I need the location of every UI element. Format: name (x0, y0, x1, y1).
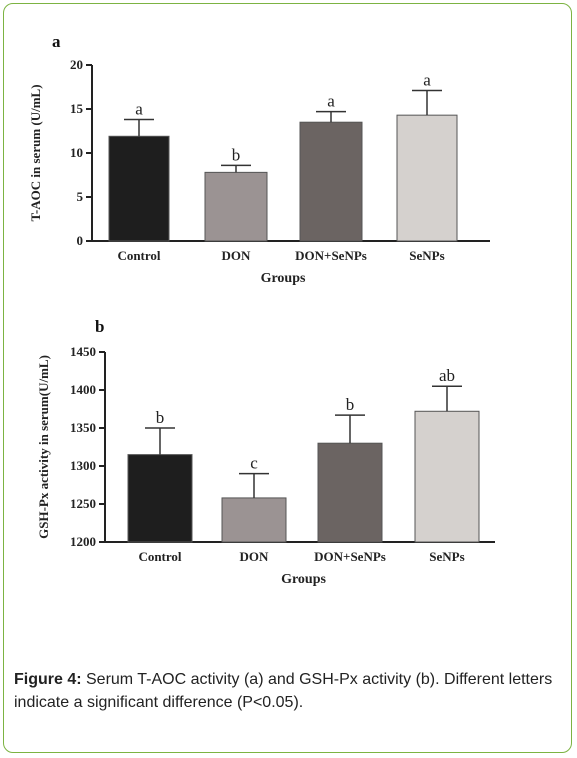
x-axis-title: Groups (261, 271, 306, 286)
figure-frame (3, 3, 572, 753)
category-label: SeNPs (429, 549, 464, 564)
significance-label: c (250, 454, 258, 473)
bar-don (204, 171, 268, 242)
category-label: Control (117, 248, 160, 263)
bar-don (221, 497, 287, 543)
figure-caption: Figure 4: Serum T-AOC activity (a) and G… (14, 668, 559, 714)
bar-don-senps (299, 121, 363, 242)
significance-label: a (423, 71, 431, 90)
chart-panel-b: b 1200 1250 1300 1350 1400 1450 GSH-Px activity… (36, 317, 495, 587)
caption-text: Serum T-AOC activity (a) and GSH-Px acti… (14, 671, 553, 711)
bar-control (127, 454, 193, 543)
y-tick-label: 10 (70, 145, 83, 160)
y-tick-label: 5 (77, 189, 84, 204)
category-label: DON+SeNPs (295, 248, 367, 263)
category-label: DON (240, 549, 270, 564)
y-tick-label: 1450 (70, 344, 96, 359)
caption-label: Figure 4: (14, 671, 82, 688)
y-tick-label: 20 (70, 57, 83, 72)
panel-label: a (52, 32, 61, 51)
y-tick-label: 15 (70, 101, 84, 116)
y-tick-label: 1400 (70, 382, 96, 397)
y-tick-label: 1350 (70, 420, 96, 435)
category-label: SeNPs (409, 248, 444, 263)
y-tick-label: 0 (77, 233, 84, 248)
bar-senps (396, 114, 458, 242)
bar-don-senps (317, 442, 383, 543)
significance-label: b (346, 395, 355, 414)
x-axis-title: Groups (281, 572, 326, 587)
significance-label: a (135, 100, 143, 119)
panel-label: b (95, 317, 104, 336)
chart-panel-a: a 0 5 10 15 20 T-AOC in serum (U/mL) a Control b D… (28, 32, 490, 286)
significance-label: b (232, 145, 241, 164)
y-tick-label: 1250 (70, 496, 96, 511)
y-axis-title: GSH-Px activity in serum(U/mL) (36, 355, 51, 539)
y-tick-label: 1200 (70, 534, 96, 549)
significance-label: ab (439, 366, 455, 385)
significance-label: a (327, 92, 335, 111)
y-tick-label: 1300 (70, 458, 96, 473)
category-label: DON+SeNPs (314, 549, 386, 564)
category-label: DON (222, 248, 252, 263)
bar-control (108, 135, 170, 242)
y-axis-title: T-AOC in serum (U/mL) (28, 84, 43, 221)
category-label: Control (138, 549, 181, 564)
bar-senps (414, 410, 480, 543)
significance-label: b (156, 408, 165, 427)
